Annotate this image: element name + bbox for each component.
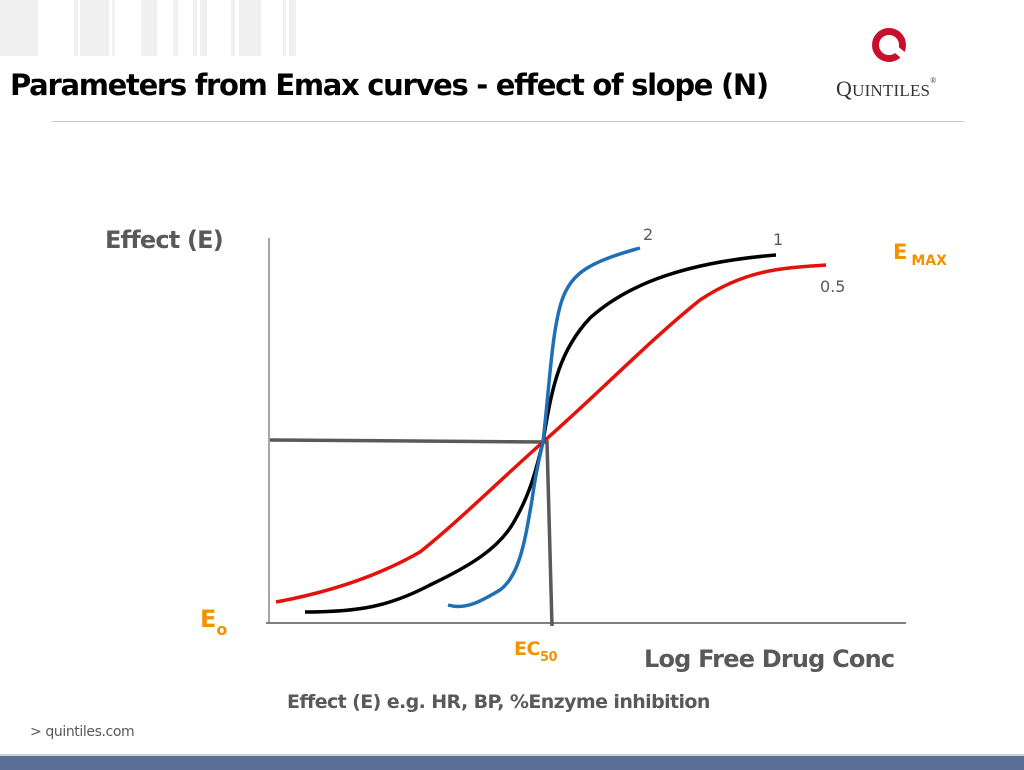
ec50-subscript: 50	[539, 650, 558, 665]
quintiles-logo: QUINTILES®	[836, 26, 966, 106]
curve-label-n-0-5: 0.5	[820, 277, 846, 296]
header-stripe	[289, 0, 296, 56]
header-stripe	[0, 0, 38, 56]
logo-registered-mark: ®	[930, 76, 937, 85]
header-stripe	[239, 0, 261, 56]
logo-initial: Q	[836, 76, 853, 101]
ec50-guide-lines	[269, 438, 554, 627]
e0-main: E	[200, 605, 217, 633]
effect-caption: Effect (E) e.g. HR, BP, %Enzyme inhibiti…	[287, 691, 710, 713]
logo-wordmark: QUINTILES®	[836, 76, 936, 102]
e0-subscript: o	[216, 620, 228, 639]
header-stripe	[231, 0, 235, 56]
slide-title: Parameters from Emax curves - effect of …	[10, 68, 769, 102]
header-stripe	[193, 0, 197, 56]
header-stripe	[80, 0, 109, 56]
header-stripe	[200, 0, 207, 56]
curve-label-n-1: 1	[773, 230, 784, 249]
ec50-main: EC	[514, 638, 540, 660]
curve-n-2	[447, 246, 641, 609]
header-stripe	[112, 0, 115, 56]
e0-label: Eo	[200, 605, 227, 639]
emax-label: E MAX	[893, 240, 947, 269]
curve-label-n-2: 2	[643, 225, 654, 244]
logo-rest: UINTILES	[852, 81, 931, 100]
header-stripe	[283, 0, 286, 56]
header-stripe	[74, 0, 78, 56]
emax-main: E	[893, 240, 908, 264]
header-stripe	[141, 0, 157, 56]
header-stripe	[173, 0, 178, 56]
ec50-label: EC50	[514, 638, 558, 665]
logo-q-ring-icon	[872, 28, 906, 62]
footer-website-link[interactable]: > quintiles.com	[30, 724, 135, 740]
footer-bar	[0, 754, 1024, 770]
x-axis-label: Log Free Drug Conc	[644, 645, 895, 673]
header-stripes	[0, 0, 300, 56]
y-axis-label: Effect (E)	[105, 226, 224, 254]
curve-n-1	[304, 253, 777, 614]
title-divider	[52, 121, 964, 122]
emax-subscript: MAX	[911, 253, 947, 269]
